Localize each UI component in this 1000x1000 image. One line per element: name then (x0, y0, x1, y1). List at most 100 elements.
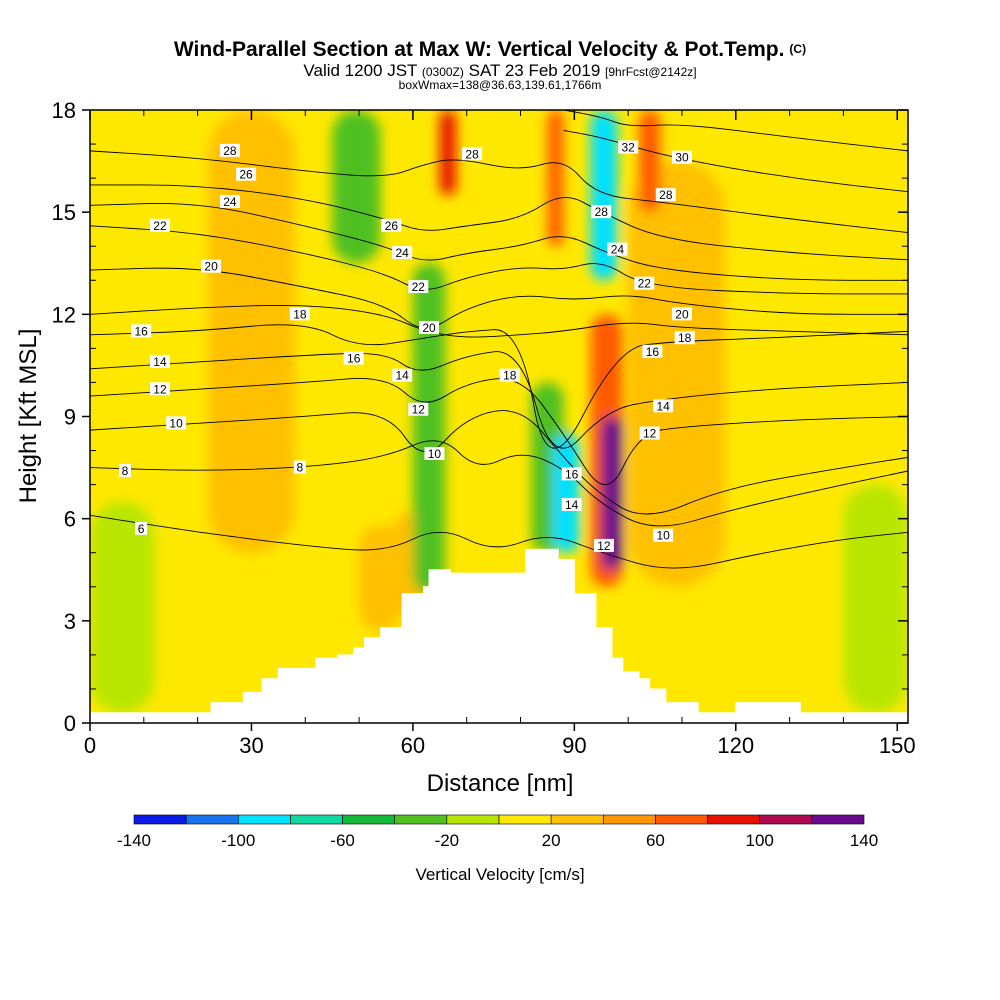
svg-text:22: 22 (412, 280, 426, 294)
contour-label-8: 8 (293, 460, 306, 475)
plot-area (90, 110, 908, 723)
svg-text:24: 24 (611, 243, 625, 257)
svg-text:14: 14 (395, 369, 409, 383)
y-tick-label: 6 (64, 507, 76, 532)
colorbar-tick-label: -20 (435, 831, 460, 850)
contour-label-16: 16 (561, 467, 582, 481)
svg-text:20: 20 (422, 321, 436, 335)
colorbar-tick-label: 60 (646, 831, 665, 850)
svg-text:16: 16 (347, 352, 361, 366)
colorbar-label: Vertical Velocity [cm/s] (415, 865, 584, 884)
chart-title: Wind-Parallel Section at Max W: Vertical… (174, 38, 806, 61)
theta-contour-18 (90, 304, 908, 338)
svg-text:18: 18 (678, 331, 692, 345)
x-tick-label: 60 (401, 733, 425, 758)
svg-text:16: 16 (565, 467, 579, 481)
w-cell-14 (90, 501, 155, 713)
w-cell-4 (412, 263, 446, 594)
y-tick-label: 18 (52, 98, 76, 123)
colorbar-swatch (446, 814, 500, 825)
contour-label-10: 10 (166, 416, 187, 430)
contour-label-24: 24 (219, 194, 240, 209)
w-cell-5 (332, 110, 381, 264)
theta-contour-8 (90, 440, 908, 527)
chart-subtitle: Valid 1200 JST (0300Z) SAT 23 Feb 2019 [… (303, 61, 696, 80)
w-cell-6 (439, 110, 456, 196)
svg-text:16: 16 (134, 324, 148, 338)
y-tick-label: 15 (52, 200, 76, 225)
contour-label-30: 30 (671, 150, 692, 165)
svg-text:30: 30 (675, 151, 689, 165)
contour-label-12: 12 (639, 426, 660, 441)
colorbar-tick-label: -60 (330, 831, 355, 850)
theta-contour-16 (90, 324, 908, 449)
y-tick-label: 12 (52, 302, 76, 327)
contour-label-32: 32 (618, 140, 639, 154)
y-axis-label: Height [Kft MSL] (15, 329, 42, 504)
colorbar-swatch (550, 814, 604, 825)
contour-label-28: 28 (591, 205, 612, 219)
y-tick-label: 0 (64, 711, 76, 736)
svg-text:28: 28 (223, 144, 237, 158)
svg-text:14: 14 (153, 355, 167, 369)
contour-label-20: 20 (671, 307, 692, 321)
contour-label-18: 18 (499, 368, 520, 383)
contour-label-20: 20 (201, 259, 222, 274)
svg-text:28: 28 (659, 188, 673, 202)
terrain (90, 548, 908, 723)
colorbar-tick-label: 20 (542, 831, 561, 850)
colorbar-swatch (602, 814, 656, 825)
colorbar-swatch (655, 814, 708, 825)
w-cell-10 (601, 416, 623, 570)
contour-label-28: 28 (655, 188, 676, 202)
w-cell-12 (590, 110, 618, 281)
svg-text:20: 20 (675, 307, 689, 321)
colorbar-swatch (759, 814, 813, 825)
svg-text:12: 12 (643, 427, 657, 441)
contour-label-6: 6 (135, 521, 148, 536)
colorbar-swatch (237, 814, 291, 825)
x-axis: 0 30 60 90 120 150 (84, 110, 916, 758)
theta-contour-20 (90, 267, 908, 328)
colorbar-tick-label: 100 (746, 831, 774, 850)
svg-text:22: 22 (638, 277, 652, 291)
svg-text:8: 8 (122, 464, 129, 478)
svg-text:18: 18 (503, 369, 517, 383)
theta-contour-6 (90, 514, 908, 569)
svg-text:28: 28 (465, 147, 479, 161)
colorbar-swatch (811, 814, 865, 825)
theta-contour-26 (90, 184, 908, 261)
contour-label-24: 24 (607, 242, 628, 257)
contour-label-10: 10 (653, 528, 674, 543)
contour-label-16: 16 (343, 351, 364, 366)
contour-label-20: 20 (419, 320, 440, 335)
theta-contour-32 (563, 110, 908, 152)
w-cell-8 (552, 433, 580, 553)
contour-label-26: 26 (381, 218, 402, 233)
y-tick-label: 9 (64, 405, 76, 430)
colorbar: -140 -100 -60 -20 20 60 100 140 (117, 814, 878, 850)
theta-contour-12 (90, 378, 908, 485)
svg-text:28: 28 (595, 205, 609, 219)
contour-label-8: 8 (118, 463, 131, 478)
svg-text:10: 10 (169, 416, 183, 430)
svg-text:24: 24 (395, 246, 409, 260)
contour-label-22: 22 (408, 280, 429, 294)
theta-contour-24 (90, 203, 908, 281)
colorbar-swatch (498, 814, 552, 825)
theta-contour-28 (90, 150, 908, 234)
colorbar-tick-label: -100 (221, 831, 255, 850)
svg-text:10: 10 (428, 447, 442, 461)
svg-text:18: 18 (293, 307, 307, 321)
contour-label-10: 10 (424, 446, 445, 461)
contour-label-24: 24 (392, 246, 413, 260)
contour-label-22: 22 (634, 276, 655, 291)
svg-text:32: 32 (621, 140, 635, 154)
svg-text:12: 12 (597, 539, 611, 553)
colorbar-swatch (394, 814, 448, 825)
svg-text:12: 12 (412, 403, 426, 417)
theta-contour-10 (90, 410, 908, 515)
vertical-velocity-field (90, 110, 908, 713)
